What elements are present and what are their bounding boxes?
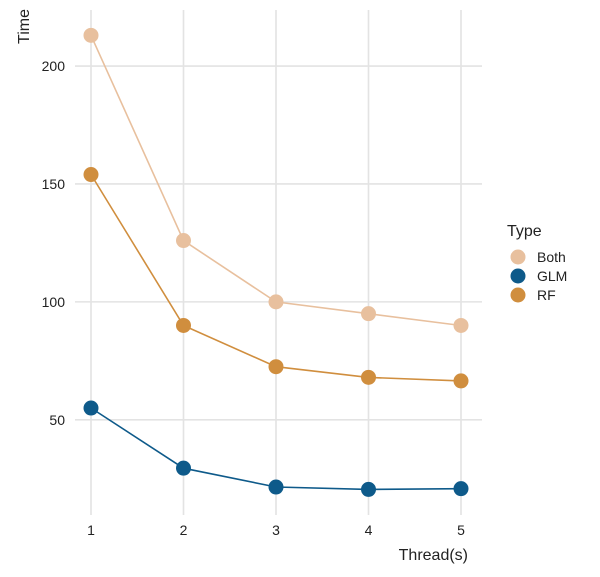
legend-title: Type xyxy=(507,223,542,240)
data-point-glm xyxy=(361,481,376,497)
data-point-both xyxy=(268,294,284,310)
data-point-rf xyxy=(361,369,376,385)
data-point-rf xyxy=(453,373,469,389)
legend-key-rf xyxy=(510,287,526,303)
x-tick-label: 2 xyxy=(180,522,188,538)
legend-key-both xyxy=(510,249,526,265)
y-tick-label: 150 xyxy=(42,176,66,192)
data-point-glm xyxy=(83,400,99,416)
y-tick-label: 200 xyxy=(42,58,66,74)
x-tick-label: 4 xyxy=(365,522,373,538)
data-point-rf xyxy=(176,317,191,333)
legend-key-glm xyxy=(510,268,526,284)
y-axis-title: Time xyxy=(16,9,33,44)
data-point-both xyxy=(176,233,191,249)
x-axis-title: Thread(s) xyxy=(399,547,468,564)
data-point-rf xyxy=(83,167,99,183)
y-tick-label: 50 xyxy=(49,412,65,428)
data-point-glm xyxy=(268,479,284,495)
y-tick-label: 100 xyxy=(42,294,66,310)
legend: Type Both GLM RF xyxy=(507,223,567,303)
series-group xyxy=(83,27,469,497)
legend-label-glm: GLM xyxy=(537,268,567,284)
legend-label-rf: RF xyxy=(537,287,556,303)
x-tick-label: 5 xyxy=(457,522,465,538)
data-point-glm xyxy=(176,460,191,476)
x-tick-label: 3 xyxy=(272,522,280,538)
grid xyxy=(75,10,482,515)
data-point-both xyxy=(83,27,99,43)
data-point-both xyxy=(361,306,376,322)
data-point-glm xyxy=(453,481,469,497)
legend-label-both: Both xyxy=(537,249,566,265)
data-point-both xyxy=(453,317,469,333)
data-point-rf xyxy=(268,359,284,375)
x-tick-label: 1 xyxy=(87,522,95,538)
axes: Thread(s) Time 50 100 150 200 1 2 3 4 5 xyxy=(16,9,468,564)
